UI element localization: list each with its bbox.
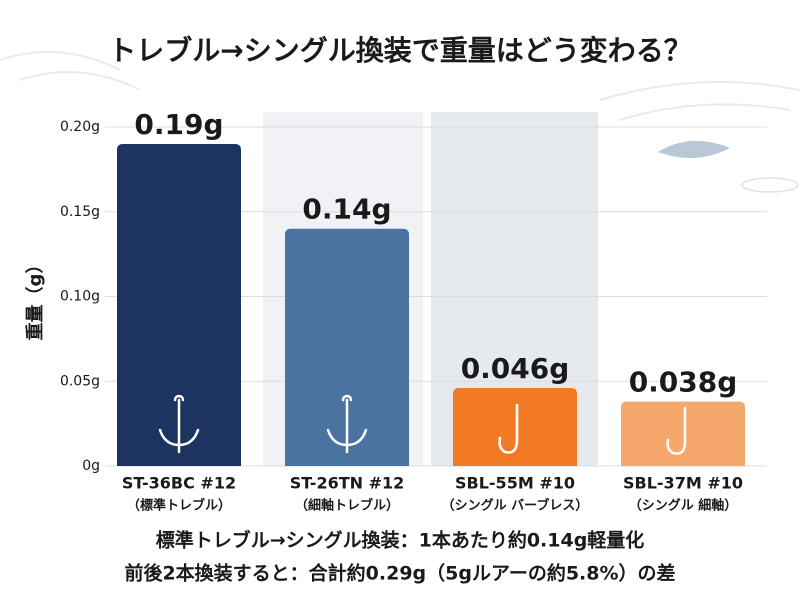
y-tick-label: 0.10g [60, 289, 100, 305]
bar [621, 401, 745, 466]
value-label: 0.19g [134, 108, 223, 141]
y-tick-label: 0.20g [60, 119, 100, 135]
single-hook-icon [498, 403, 519, 454]
x-tick-label: ST-26TN #12 [290, 474, 405, 493]
plot: 0g 0.05g 0.10g 0.15g 0.20g 0.19g ST-36BC #12 （標… [60, 108, 767, 514]
y-axis-label: 重量（g） [24, 256, 46, 341]
chart-title: トレブル→シングル換装で重量はどう変わる？ [108, 34, 691, 67]
x-tick-sublabel: （シングル バーブレス） [442, 498, 589, 514]
water-decoration [599, 81, 800, 121]
x-tick-sublabel: （細軸トレブル） [295, 498, 399, 514]
treble-hook-icon [326, 394, 368, 454]
ripple [741, 177, 799, 193]
y-tick-label: 0.05g [60, 373, 100, 389]
value-label: 0.14g [302, 193, 391, 226]
x-tick-label: SBL-37M #10 [623, 474, 743, 493]
value-label: 0.038g [629, 366, 738, 399]
note: 前後2本換装すると：合計約0.29g（5gルアーの約5.8%）の差 [124, 562, 675, 585]
x-tick-sublabel: （標準トレブル） [127, 498, 231, 514]
water-decoration [0, 51, 141, 91]
bar [117, 143, 241, 466]
x-tick-sublabel: （シングル 細軸） [629, 498, 738, 514]
bar [285, 228, 409, 466]
treble-hook-icon [158, 394, 200, 454]
x-tick-label: SBL-55M #10 [455, 474, 575, 493]
note: 標準トレブル→シングル換装：1本あたり約0.14g軽量化 [156, 529, 645, 552]
x-tick-label: ST-36BC #12 [122, 474, 236, 493]
value-label: 0.046g [461, 352, 570, 385]
bar [453, 388, 577, 466]
single-hook-icon [666, 406, 687, 455]
hook-icons [158, 394, 687, 455]
y-tick-label: 0.15g [60, 204, 100, 220]
y-tick-label: 0g [82, 458, 100, 474]
lure-decoration [658, 140, 730, 159]
